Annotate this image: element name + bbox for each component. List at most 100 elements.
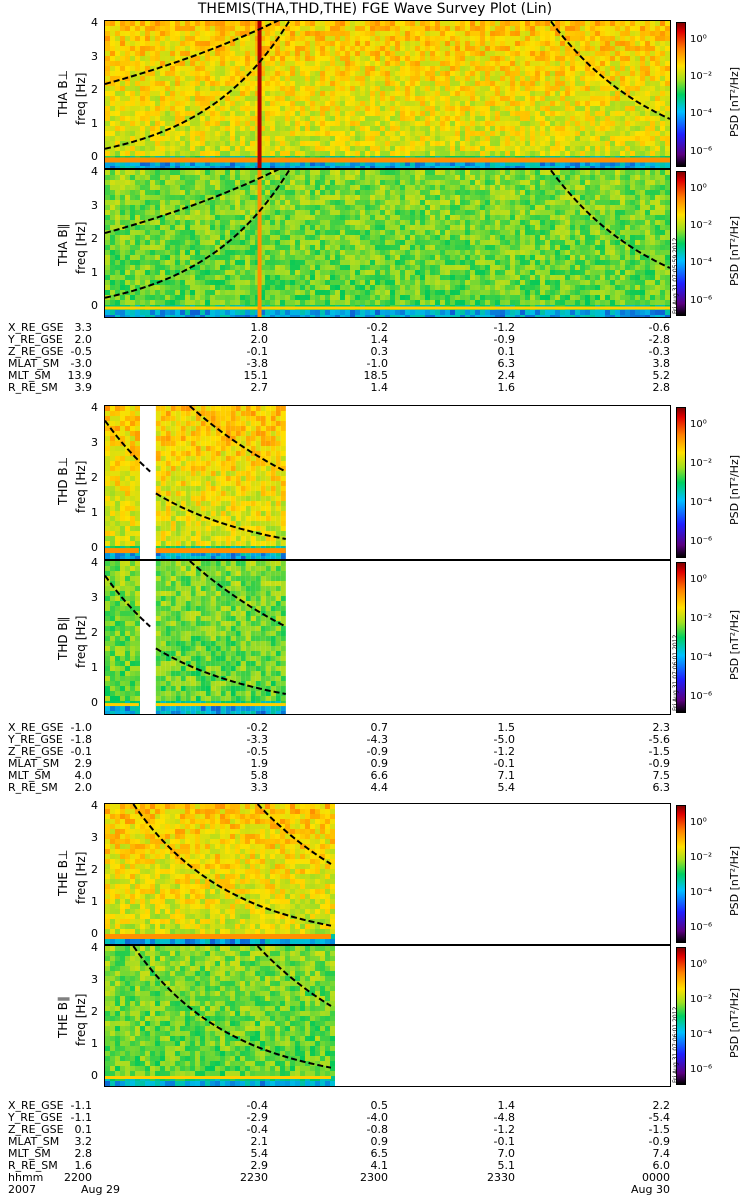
ephem-value: -0.9 — [366, 745, 388, 758]
ephem-value: 0.7 — [370, 721, 389, 734]
ephem-value: 0.9 — [370, 1135, 389, 1148]
thd-bperp-colorbar-tick: 10⁰ — [690, 419, 707, 430]
tha-bpar-colorbar-tick: 10⁻⁶ — [690, 294, 713, 306]
ephem-label-mlt_sm: MLT_SM — [8, 1147, 51, 1160]
ephem-value: -3.0 — [70, 357, 92, 370]
the-bperp-colorbar-tick: 10⁰ — [690, 817, 707, 828]
ephem-value: 7.0 — [497, 1147, 516, 1160]
ephem-value: -5.4 — [648, 1111, 670, 1124]
ephem-value: 1.8 — [250, 321, 269, 334]
ephem-value: -0.5 — [246, 745, 268, 758]
ephem-label-mlt_sm: MLT_SM — [8, 369, 51, 382]
ephem-value: -1.5 — [648, 1123, 670, 1136]
thd-bperp-freq-label: freq [Hz] — [74, 460, 88, 513]
ephem-value: 13.9 — [67, 369, 93, 382]
ephem-value: -1.5 — [648, 745, 670, 758]
ephem-label-r_re_sm: R_RE_SM — [8, 381, 58, 394]
ephem-value: -4.8 — [493, 1111, 515, 1124]
thd-bperp-colorbar-tick: 10⁻² — [690, 458, 713, 470]
tha-bperp-colorbar-tick: 10⁻⁴ — [690, 108, 713, 120]
thd-bpar-colorbar-tick: 10⁰ — [690, 574, 707, 585]
ephem-value: 4.0 — [74, 769, 93, 782]
ephem-label-y_re_gse: Y_RE_GSE — [8, 1111, 63, 1124]
ephem-label-z_re_gse: Z_RE_GSE — [8, 345, 64, 358]
ephem-value: 6.5 — [370, 1147, 389, 1160]
the-bpar-colorbar-tick: 10⁻⁴ — [690, 1029, 713, 1040]
ephem-value: -1.2 — [493, 321, 515, 334]
thd-bperp-freq-tick: 2 — [91, 471, 98, 484]
ephem-value: 5.4 — [250, 1147, 269, 1160]
the-bpar-colorbar-tick: 10⁰ — [690, 959, 707, 970]
tha-bperp-freq-tick: 2 — [91, 83, 98, 97]
tha-bpar-colorbar-label: PSD [nT²/Hz] — [728, 215, 741, 286]
ephem-value: -0.2 — [246, 721, 268, 734]
ephem-value: 1.6 — [74, 1159, 93, 1172]
ephem-value: -0.3 — [648, 345, 670, 358]
the-bpar-colorbar-tick: 10⁻⁶ — [690, 1064, 713, 1075]
the-bperp-colorbar-label: PSD [nT²/Hz] — [728, 845, 741, 916]
ephem-value: 1.4 — [497, 1099, 516, 1112]
thd-bperp-colorbar-tick: 10⁻⁴ — [690, 497, 713, 509]
ephem-value: -1.2 — [493, 745, 515, 758]
tha-bperp-spectrogram — [105, 21, 670, 168]
ephem-value: 2.3 — [652, 721, 671, 734]
time-axis-date-end: Aug 30 — [631, 1183, 670, 1196]
ephem-value: 6.0 — [652, 1159, 671, 1172]
thd-bpar-colorbar-label: PSD [nT²/Hz] — [728, 609, 741, 680]
ephem-label-mlat_sm: MLAT_SM — [8, 757, 60, 770]
ephem-value: -0.4 — [246, 1123, 268, 1136]
the-bpar-freq-tick: 2 — [91, 1004, 98, 1018]
ephem-value: 5.1 — [497, 1159, 516, 1172]
the-bpar-colorbar — [676, 947, 686, 1085]
ephem-value: 3.3 — [74, 321, 93, 334]
thd-bperp-freq-tick: 4 — [91, 401, 98, 414]
ephem-value: 2.2 — [652, 1099, 671, 1112]
tha-bpar-freq-tick: 4 — [91, 165, 98, 178]
ephem-label-mlat_sm: MLAT_SM — [8, 357, 60, 370]
the-bperp-freq-tick: 4 — [91, 799, 98, 812]
ephem-value: 2.7 — [250, 381, 269, 394]
the-bpar-timestamp: Fri Aug 31 07:06:01 2012 — [672, 1006, 679, 1083]
tha-bpar-colorbar-tick: 10⁰ — [690, 183, 707, 194]
ephem-label-x_re_gse: X_RE_GSE — [8, 721, 64, 734]
ephem-label-x_re_gse: X_RE_GSE — [8, 1099, 64, 1112]
ephem-value: -0.1 — [493, 757, 515, 770]
ephem-value: -1.8 — [70, 733, 92, 746]
tha-bpar-timestamp: Fri Aug 31 07:05:59 2012 — [672, 237, 679, 314]
time-tick: 2200 — [64, 1171, 92, 1184]
thd-bpar-colorbar-tick: 10⁻² — [690, 613, 713, 625]
tha-bperp-colorbar-label: PSD [nT²/Hz] — [728, 66, 741, 137]
ephem-value: -3.3 — [246, 733, 268, 746]
ephem-value: -0.4 — [246, 1099, 268, 1112]
the-bperp-colorbar — [676, 805, 686, 943]
ephem-label-y_re_gse: Y_RE_GSE — [8, 333, 63, 346]
tha-bperp-probe-label: THA B⊥ — [56, 69, 70, 117]
ephem-value: 2.9 — [74, 757, 93, 770]
ephem-value: 3.9 — [74, 381, 93, 394]
tha-bpar-freq-tick: 3 — [91, 198, 98, 212]
thd-bperp-freq-tick: 1 — [91, 506, 98, 519]
ephem-value: -0.9 — [648, 757, 670, 770]
ephem-value: -0.5 — [70, 345, 92, 358]
ephem-value: -5.0 — [493, 733, 515, 746]
ephem-value: 5.4 — [497, 781, 516, 794]
ephem-value: -0.8 — [366, 1123, 388, 1136]
thd-bpar-freq-tick: 0 — [91, 696, 98, 709]
ephem-value: 3.8 — [652, 357, 671, 370]
ephem-value: -2.9 — [246, 1111, 268, 1124]
the-bpar-freq-tick: 4 — [91, 941, 98, 954]
the-bperp-colorbar-tick: 10⁻⁶ — [690, 922, 713, 933]
thd-bperp-freq-tick: 0 — [91, 541, 98, 554]
time-tick: 2300 — [360, 1171, 388, 1184]
ephem-value: -0.2 — [366, 321, 388, 334]
ephem-value: -0.9 — [648, 1135, 670, 1148]
ephem-label-x_re_gse: X_RE_GSE — [8, 321, 64, 334]
ephem-value: 0.3 — [370, 345, 389, 358]
ephem-value: -0.6 — [648, 321, 670, 334]
thd-bpar-freq-label: freq [Hz] — [74, 615, 88, 668]
ephem-value: -0.9 — [493, 333, 515, 346]
ephem-value: 15.1 — [243, 369, 269, 382]
ephem-value: 2.1 — [250, 1135, 269, 1148]
ephem-value: 1.4 — [370, 333, 389, 346]
ephem-value: 5.2 — [652, 369, 671, 382]
